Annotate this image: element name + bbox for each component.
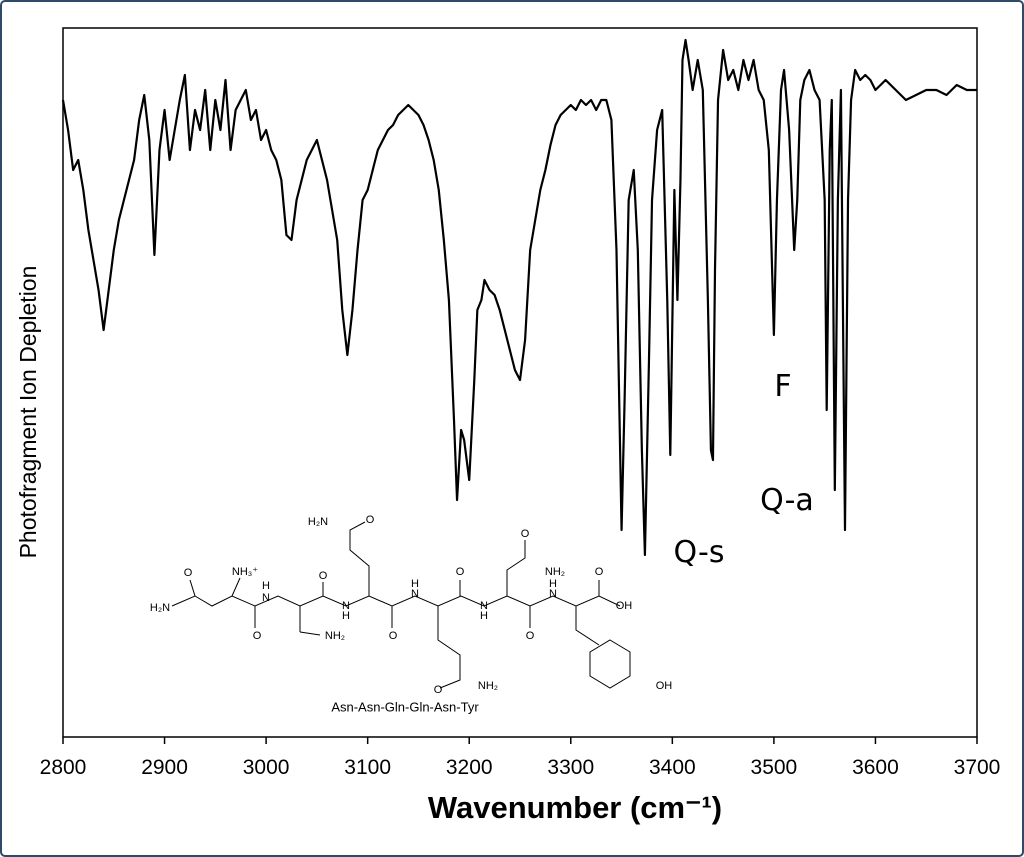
atom-label: O [389, 630, 398, 642]
atom-label: N [342, 600, 350, 612]
atom-label: O [253, 630, 262, 642]
atom-label: N [549, 588, 557, 600]
atom-label: H [480, 610, 488, 622]
plot-area [62, 27, 978, 738]
side-chain [575, 606, 600, 646]
atom-label: O [526, 630, 535, 642]
structure-name: Asn-Asn-Gln-Gln-Asn-Tyr [331, 699, 479, 714]
bond [299, 631, 321, 636]
x-tick-label: 2900 [141, 756, 188, 779]
atom-label: H [411, 578, 419, 590]
atom-label: O [184, 567, 193, 579]
ring [589, 639, 631, 689]
spectrum-line [61, 38, 977, 557]
x-tick-label: 3200 [446, 756, 493, 779]
x-tick-label: 3400 [649, 756, 696, 779]
atom-label: H [262, 580, 270, 592]
x-tick-label: 3000 [243, 756, 290, 779]
atom-label: O [319, 570, 328, 582]
atom-label: NH₂ [478, 680, 498, 692]
atom-label: O [456, 566, 465, 578]
bond [231, 577, 241, 597]
x-tick-label: 2800 [40, 756, 87, 779]
atom-label: N [480, 600, 488, 612]
annotation: Q-a [760, 483, 814, 518]
atom-label: O [521, 528, 530, 540]
side-chain [437, 606, 461, 689]
x-tick-label: 3600 [852, 756, 899, 779]
bond [189, 579, 196, 597]
atom-label: OH [616, 600, 633, 612]
side-chain [349, 521, 370, 596]
x-tick-label: 3500 [751, 756, 798, 779]
atom-label: H₂N [150, 602, 170, 614]
atom-label: H₂N [308, 516, 328, 528]
annotation: Q-s [674, 535, 725, 570]
x-tick-label: 3300 [547, 756, 594, 779]
atom-label: NH₃⁺ [232, 566, 258, 578]
atom-label: OH [656, 680, 673, 692]
atom-label: NH₂ [545, 566, 565, 578]
annotation: F [774, 369, 791, 404]
atom-label: O [366, 514, 375, 526]
x-tick-label: 3700 [954, 756, 1001, 779]
atom-label: N [262, 592, 270, 604]
structure: O NH₃⁺ H₂N H N O O H₂N O H N NH₂ O H N O… [150, 514, 672, 715]
x-tick-label: 3100 [344, 756, 391, 779]
side-chain [506, 540, 526, 596]
atom-label: NH₂ [325, 630, 345, 642]
atom-label: O [434, 684, 443, 696]
x-axis-label: Wavenumber (cm⁻¹) [428, 790, 722, 825]
atom-label: N [411, 588, 419, 600]
atom-label: H [549, 578, 557, 590]
atom-label: H [342, 610, 350, 622]
y-axis-label: Photofragment Ion Depletion [15, 266, 41, 559]
atom-label: O [595, 566, 604, 578]
